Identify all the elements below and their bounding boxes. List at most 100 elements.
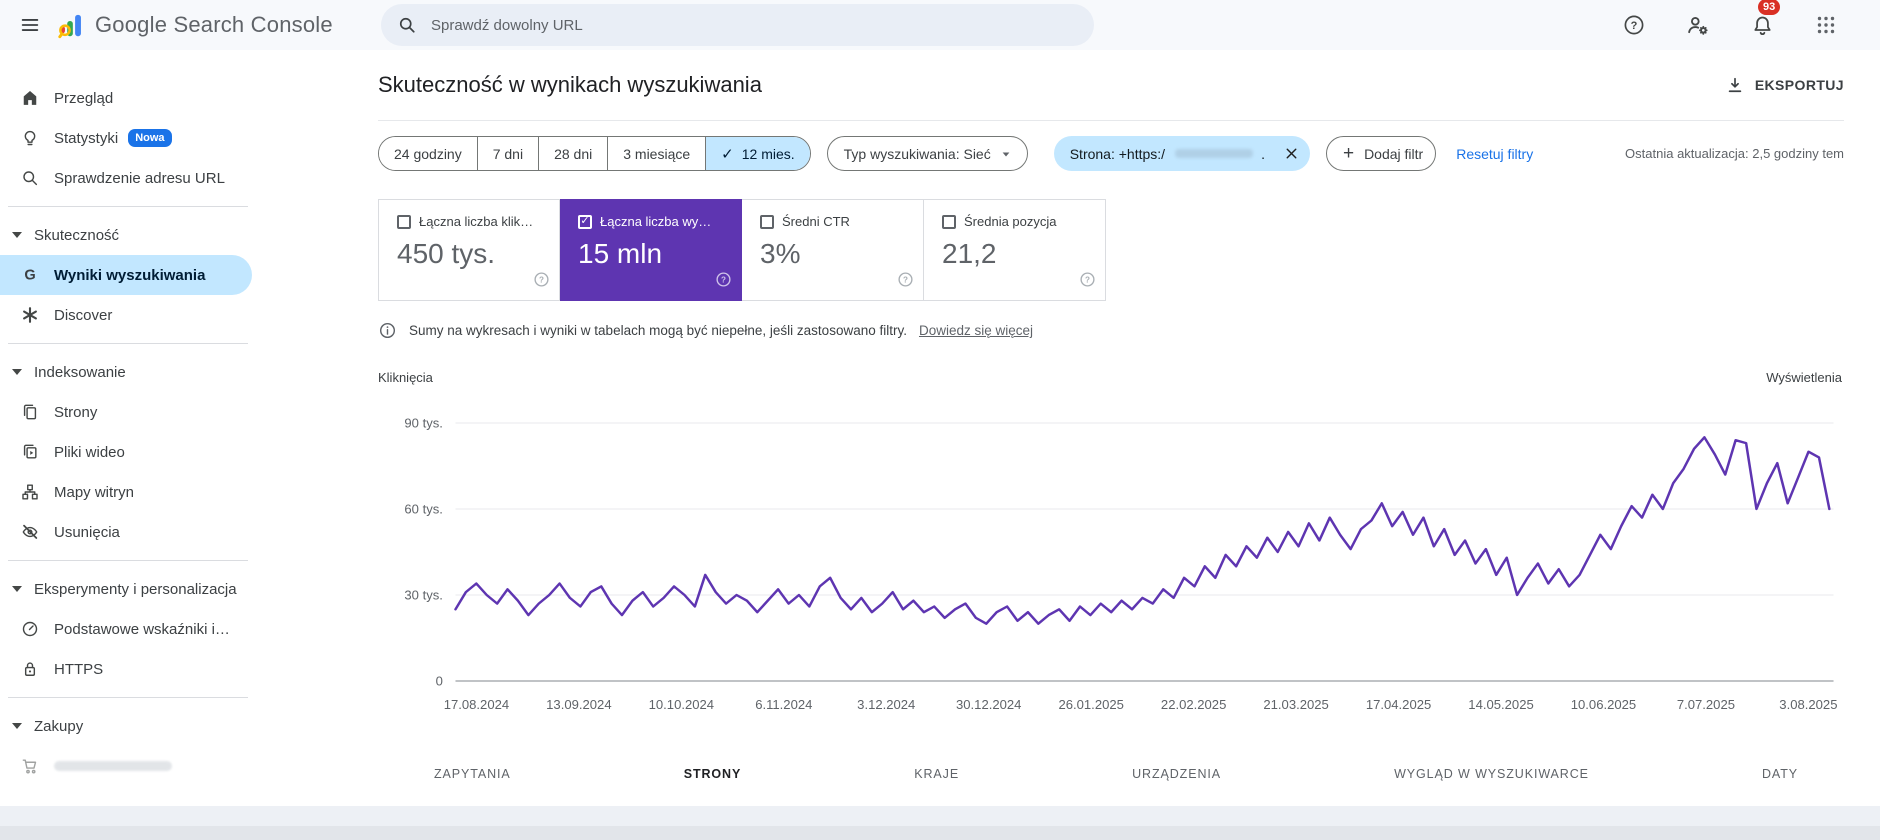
new-badge: Nowa [128, 129, 172, 147]
tab-wygląd-w-wyszukiwarce[interactable]: WYGLĄD W WYSZUKIWARCE [1394, 767, 1589, 781]
date-range-label: 12 mies. [741, 145, 795, 162]
truncated-item-label [54, 761, 172, 771]
metric-card-średni-ctr[interactable]: Średni CTR 3% ? [742, 199, 924, 301]
svg-text:?: ? [903, 275, 908, 284]
sidebar-section-label: Skuteczność [34, 226, 120, 244]
metric-checkbox[interactable] [760, 214, 774, 229]
url-inspection-searchbar[interactable] [381, 4, 1094, 46]
lock-icon [20, 659, 40, 679]
date-range-3-miesi-ce[interactable]: 3 miesiące [607, 137, 706, 170]
tab-daty[interactable]: DATY [1761, 767, 1798, 781]
hamburger-menu-button[interactable] [10, 5, 50, 45]
metric-value: 450 tys. [397, 238, 496, 269]
date-range-12-mies-[interactable]: ✓ 12 mies. [705, 137, 810, 170]
metric-cards-row: Łączna liczba klik… 450 tys. ? ✓ Łączna … [378, 199, 1844, 301]
sidebar-section-label: Zakupy [34, 717, 84, 735]
sidebar-section-eksperymenty-i-personalizacja[interactable]: Eksperymenty i personalizacja [0, 569, 310, 609]
metric-help-button[interactable]: ? [1079, 271, 1096, 293]
x-axis-tick-label: 30.12.2024 [956, 697, 1021, 712]
help-button[interactable]: ? [1616, 7, 1652, 43]
info-icon [378, 321, 397, 340]
sidebar-item-label: HTTPS [54, 660, 104, 678]
metric-card-łączna-liczba-wy-[interactable]: ✓ Łączna liczba wy… 15 mln ? [560, 199, 742, 301]
learn-more-link[interactable]: Dowiedz się więcej [918, 323, 1034, 338]
svg-text:?: ? [721, 275, 726, 284]
search-input[interactable] [431, 16, 1031, 34]
date-range-24-godziny[interactable]: 24 godziny [379, 137, 477, 170]
sidebar-item-mapy-witryn[interactable]: Mapy witryn [0, 472, 252, 512]
tab-strony[interactable]: STRONY [683, 767, 742, 781]
sidebar-item-discover[interactable]: Discover [0, 295, 252, 335]
metric-checkbox[interactable]: ✓ [578, 214, 592, 229]
y-axis-tick-label: 30 tys. [404, 588, 443, 603]
metric-help-button[interactable]: ? [533, 271, 550, 293]
sidebar-item-przegląd[interactable]: Przegląd [0, 78, 252, 118]
sidebar-item-statystyki[interactable]: Statystyki Nowa [0, 118, 252, 158]
x-axis-tick-label: 3.12.2024 [857, 697, 915, 712]
filters-row: 24 godziny 7 dni 28 dni 3 miesiące ✓ 12 mies.… [378, 136, 1844, 171]
tab-zapytania[interactable]: ZAPYTANIA [434, 767, 511, 781]
collapse-triangle-icon [12, 369, 22, 375]
sidebar-item-label: Sprawdzenie adresu URL [54, 169, 225, 187]
performance-chart[interactable]: 90 tys. 60 tys. 30 tys. 0 17.08.2024 13.09.20… [378, 387, 1844, 724]
metric-card-średnia-pozycja[interactable]: Średnia pozycja 21,2 ? [924, 199, 1106, 301]
metric-card-łączna-liczba-klik-[interactable]: Łączna liczba klik… 450 tys. ? [378, 199, 560, 301]
google-apps-button[interactable] [1808, 7, 1844, 43]
speedometer-icon [20, 619, 40, 639]
main-content: Skuteczność w wynikach wyszukiwania EKSP… [310, 50, 1880, 806]
metric-help-button[interactable]: ? [715, 271, 732, 293]
sidebar-item-https[interactable]: HTTPS [0, 649, 252, 689]
search-icon [397, 15, 417, 35]
close-icon[interactable] [1283, 145, 1300, 162]
sidebar-section-indeksowanie[interactable]: Indeksowanie [0, 352, 310, 392]
x-axis-tick-label: 10.06.2025 [1571, 697, 1636, 712]
sidebar-section-label: Eksperymenty i personalizacja [34, 580, 237, 598]
notifications-button[interactable]: 93 [1744, 0, 1781, 43]
lightbulb-icon [20, 128, 40, 148]
x-axis-tick-label: 6.11.2024 [755, 697, 812, 712]
page-bottom-band [0, 826, 1880, 840]
sidebar-item-usunięcia[interactable]: Usunięcia [0, 512, 252, 552]
sidebar-divider [8, 206, 248, 207]
metric-help-button[interactable]: ? [897, 271, 914, 293]
sidebar-divider [8, 697, 248, 698]
x-axis-tick-label: 22.02.2025 [1161, 697, 1226, 712]
date-range-label: 3 miesiące [623, 145, 691, 162]
search-type-filter-label: Typ wyszukiwania: Sieć [843, 145, 991, 162]
page-title: Skuteczność w wynikach wyszukiwania [378, 72, 762, 97]
notification-count-badge: 93 [1758, 0, 1781, 15]
metric-checkbox[interactable] [397, 214, 411, 229]
collapse-triangle-icon [12, 586, 22, 592]
reset-filters-link[interactable]: Resetuj filtry [1456, 145, 1534, 162]
sidebar-item-sprawdzenie-adresu-url[interactable]: Sprawdzenie adresu URL [0, 158, 252, 198]
metric-checkbox[interactable] [942, 214, 956, 229]
sidebar-section-zakupy[interactable]: Zakupy [0, 706, 310, 746]
search-type-filter-chip[interactable]: Typ wyszukiwania: Sieć [826, 136, 1028, 171]
export-button[interactable]: EKSPORTUJ [1725, 75, 1844, 95]
sidebar-item-partial[interactable] [0, 746, 252, 786]
add-filter-chip[interactable]: + Dodaj filtr [1325, 136, 1437, 171]
sidebar: Przegląd Statystyki Nowa Sprawdzenie adresu… [0, 50, 310, 840]
date-range-label: 24 godziny [394, 145, 462, 162]
date-range-7-dni[interactable]: 7 dni [476, 137, 539, 170]
help-icon: ? [1622, 13, 1646, 37]
date-range-28-dni[interactable]: 28 dni [538, 137, 608, 170]
x-axis-tick-label: 17.08.2024 [444, 697, 509, 712]
download-icon [1725, 75, 1745, 95]
sidebar-item-podstawowe-wskaźniki-i-[interactable]: Podstawowe wskaźniki i… [0, 609, 252, 649]
account-settings-button[interactable] [1680, 7, 1716, 43]
topbar-actions: ? 93 [1616, 0, 1844, 50]
sidebar-item-pliki-wideo[interactable]: Pliki wideo [0, 432, 252, 472]
tab-kraje[interactable]: KRAJE [914, 767, 960, 781]
app-logo[interactable]: Google Search Console [58, 12, 333, 39]
sidebar-section-skuteczno-[interactable]: Skuteczność [0, 215, 310, 255]
top-app-bar: Google Search Console ? 93 [0, 0, 1880, 50]
search-console-logo-icon [58, 12, 85, 39]
x-axis-tick-label: 17.04.2025 [1366, 697, 1431, 712]
sidebar-item-strony[interactable]: Strony [0, 392, 252, 432]
sidebar-item-wyniki-wyszukiwania[interactable]: G Wyniki wyszukiwania [0, 255, 252, 295]
page-background-band [0, 806, 1880, 826]
metric-value: 15 mln [578, 238, 663, 269]
tab-urządzenia[interactable]: URZĄDZENIA [1132, 767, 1221, 781]
page-filter-chip[interactable]: Strona: +https:/ . [1053, 136, 1310, 171]
